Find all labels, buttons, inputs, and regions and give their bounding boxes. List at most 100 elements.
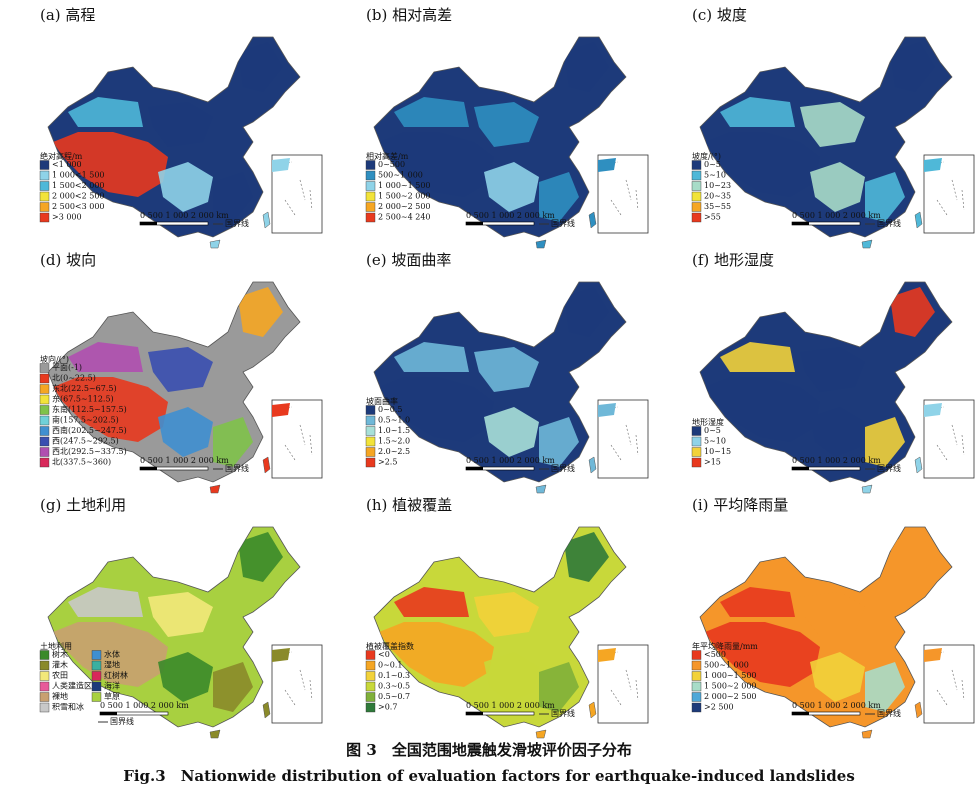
legend-label: 南(157.5~202.5) — [52, 415, 119, 425]
boundary-label: 国界线 — [877, 218, 901, 228]
legend-label: 0.5~1.0 — [378, 416, 410, 425]
map-region — [379, 622, 494, 687]
caption-en: Fig.3 Nationwide distribution of evaluat… — [123, 767, 855, 785]
legend-label: 500~1 000 — [704, 661, 749, 670]
inset-land — [272, 158, 290, 172]
legend-label: 灌木 — [52, 660, 68, 670]
legend-swatch — [691, 160, 702, 170]
legend-swatch — [39, 160, 50, 170]
map-region — [474, 592, 539, 637]
legend-swatch — [365, 660, 376, 671]
boundary-label: 国界线 — [551, 708, 575, 718]
scale-bar-label: 0 500 1 000 2 000 km — [140, 211, 229, 220]
legend-swatch — [365, 181, 376, 191]
legend-title: 绝对高程/m — [40, 151, 83, 161]
legend-label: >0.7 — [378, 703, 397, 712]
hainan — [861, 484, 873, 494]
legend-swatch — [365, 681, 376, 692]
scale-bar-fill — [466, 222, 483, 225]
legend-swatch — [39, 457, 50, 468]
legend-title: 坡度/(°) — [692, 151, 721, 161]
legend-label: 平面(-1) — [52, 363, 82, 372]
hainan — [209, 484, 221, 494]
map-region — [474, 347, 539, 392]
legend-label: 0.5~0.7 — [378, 692, 410, 701]
map-region — [474, 102, 539, 147]
legend-label: 北(0~22.5) — [52, 374, 96, 383]
map-region — [720, 342, 795, 372]
map-region — [890, 532, 935, 582]
hainan — [861, 729, 873, 739]
legend-label: 西北(292.5~337.5) — [52, 447, 127, 456]
panel-title: (i) 平均降雨量 — [692, 496, 788, 514]
inset-land — [272, 648, 290, 662]
inset-land — [598, 158, 616, 172]
legend-label: 0~0.1 — [378, 661, 403, 670]
map-region — [53, 132, 168, 197]
legend-label: 农田 — [52, 670, 68, 680]
legend-swatch — [39, 373, 50, 384]
legend-swatch — [39, 681, 50, 692]
scale-bar-label: 0 500 1 000 2 000 km — [466, 211, 555, 220]
map-region — [148, 347, 213, 392]
map-region — [238, 532, 283, 582]
map-region — [705, 377, 820, 442]
legend-label: 1.0~1.5 — [378, 426, 410, 435]
legend-label: 水体 — [104, 649, 120, 659]
scale-bar-label: 0 500 1 000 2 000 km — [466, 456, 555, 465]
legend-label: <500 — [704, 650, 726, 659]
panel-title: (a) 高程 — [40, 6, 95, 24]
legend-swatch — [365, 405, 376, 415]
map-region — [158, 407, 213, 457]
boundary-label: 国界线 — [551, 218, 575, 228]
legend-label: 1 000~1 500 — [378, 181, 431, 190]
legend-label: 0~500 — [378, 160, 405, 169]
map — [373, 526, 627, 739]
scale-bar-fill — [140, 222, 157, 225]
legend-swatch — [39, 702, 50, 713]
legend-swatch — [91, 650, 102, 660]
legend-label: 东南(112.5~157.5) — [52, 404, 127, 414]
legend-title: 土地利用 — [40, 641, 72, 651]
map-region — [484, 407, 539, 457]
map-region — [539, 417, 579, 467]
legend-swatch — [691, 681, 702, 692]
legend-swatch — [365, 212, 376, 223]
legend-label: 500~1 000 — [378, 171, 423, 180]
legend-swatch — [365, 170, 376, 181]
map — [699, 281, 953, 494]
legend-title: 坡向/(°) — [40, 354, 69, 364]
map-region — [394, 587, 469, 617]
legend-label: 20~35 — [704, 192, 731, 201]
hainan — [535, 239, 547, 249]
legend-swatch — [39, 394, 50, 405]
legend-swatch — [365, 457, 376, 468]
hainan — [535, 729, 547, 739]
legend-title: 植被覆盖指数 — [366, 641, 414, 651]
taiwan — [914, 211, 923, 229]
map-region — [379, 132, 494, 197]
map-region — [705, 622, 820, 687]
map-region — [539, 172, 579, 222]
legend-label: 2.0~2.5 — [378, 447, 410, 456]
map-region — [539, 662, 579, 712]
legend-label: 2 000~2 500 — [704, 692, 757, 701]
legend-swatch — [691, 191, 702, 202]
legend-swatch — [39, 671, 50, 681]
legend-label: 10~23 — [704, 181, 731, 190]
boundary-label: 国界线 — [225, 218, 249, 228]
legend-label: 0~0.5 — [378, 405, 403, 414]
legend-title: 相对高差/m — [366, 151, 409, 161]
legend-label: 树木 — [52, 649, 68, 659]
map-region — [53, 377, 168, 442]
scale-bar-fill — [792, 467, 809, 470]
legend-label: 0.1~0.3 — [378, 671, 410, 680]
map-region — [810, 162, 865, 212]
inset-land — [272, 403, 290, 417]
scale-bar-label: 0 500 1 000 2 000 km — [792, 211, 881, 220]
panel-title: (e) 坡面曲率 — [366, 251, 451, 269]
map-region — [148, 102, 213, 147]
map-region — [890, 42, 935, 92]
